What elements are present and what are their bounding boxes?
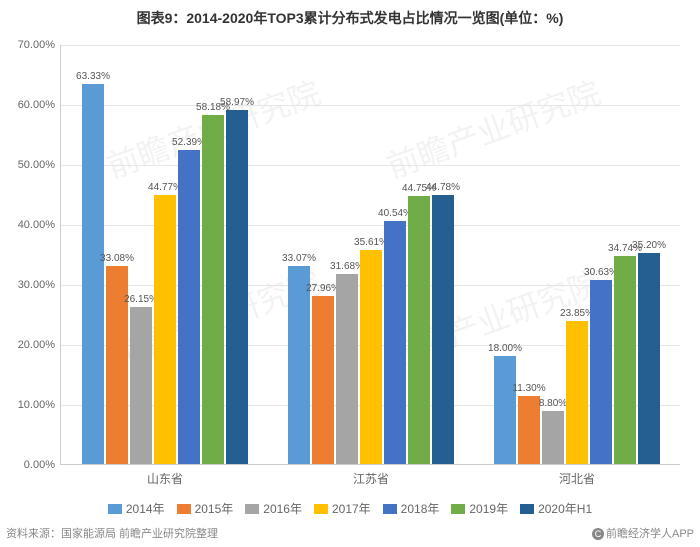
legend-item: 2016年 <box>245 500 302 517</box>
bar-value-label: 11.30% <box>512 383 545 396</box>
legend-swatch <box>177 504 191 514</box>
source-value: 国家能源局 前瞻产业研究院整理 <box>61 528 218 540</box>
chart-title: 图表9：2014-2020年TOP3累计分布式发电占比情况一览图(单位：%) <box>0 0 700 28</box>
y-tick-label: 0.00% <box>24 459 61 471</box>
legend-item: 2019年 <box>451 500 508 517</box>
legend-swatch <box>108 504 122 514</box>
legend-swatch <box>314 504 328 514</box>
bar: 18.00% <box>494 356 516 464</box>
plot-area: 前瞻产业研究院 前瞻产业研究院 前瞻产业研究院 前瞻产业研究院 0.00%10.… <box>60 45 680 465</box>
bar-value-label: 18.00% <box>488 343 522 356</box>
legend-item: 2014年 <box>108 500 165 517</box>
bar: 8.80% <box>542 411 564 464</box>
legend-label: 2020年H1 <box>538 502 592 516</box>
bar-value-label: 33.07% <box>282 253 316 266</box>
legend-swatch <box>383 504 397 514</box>
source-line: 资料来源：国家能源局 前瞻产业研究院整理 <box>6 525 218 541</box>
bar: 58.18% <box>202 115 224 464</box>
bar: 40.54% <box>384 221 406 464</box>
legend-item: 2015年 <box>177 500 234 517</box>
bar-value-label: 63.33% <box>76 71 110 84</box>
copyright-icon: C <box>592 528 604 540</box>
bar: 34.74% <box>614 256 636 464</box>
legend-label: 2014年 <box>126 502 165 516</box>
bar-value-label: 31.68% <box>330 261 364 274</box>
credit-line: C前瞻经济学人APP <box>592 525 694 541</box>
bar-value-label: 35.20% <box>632 240 666 253</box>
legend-swatch <box>245 504 259 514</box>
bar: 58.97% <box>226 110 248 464</box>
y-tick-label: 10.00% <box>18 399 61 411</box>
bar-value-label: 44.78% <box>426 182 460 195</box>
bar: 31.68% <box>336 274 358 464</box>
legend-swatch <box>451 504 465 514</box>
legend: 2014年 2015年 2016年 2017年 2018年 2019年 2020年H1 <box>0 500 700 517</box>
bar: 35.61% <box>360 250 382 464</box>
bar-value-label: 8.80% <box>539 398 567 411</box>
credit-label: 前瞻经济学人APP <box>606 528 694 540</box>
bar-value-label: 27.96% <box>306 283 340 296</box>
y-tick-label: 60.00% <box>18 99 61 111</box>
watermark: 前瞻产业研究院 <box>380 68 606 188</box>
y-tick-label: 70.00% <box>18 39 61 51</box>
bar-value-label: 58.97% <box>220 97 254 110</box>
gridline <box>61 105 680 106</box>
legend-label: 2019年 <box>469 502 508 516</box>
legend-label: 2015年 <box>195 502 234 516</box>
legend-item: 2020年H1 <box>520 500 592 517</box>
source-label: 资料来源： <box>6 528 61 540</box>
legend-label: 2016年 <box>263 502 302 516</box>
bar: 23.85% <box>566 321 588 464</box>
x-tick-label: 江苏省 <box>353 464 389 487</box>
legend-label: 2017年 <box>332 502 371 516</box>
x-tick-label: 河北省 <box>559 464 595 487</box>
y-tick-label: 40.00% <box>18 219 61 231</box>
legend-swatch <box>520 504 534 514</box>
bar: 35.20% <box>638 253 660 464</box>
y-tick-label: 20.00% <box>18 339 61 351</box>
bar: 11.30% <box>518 396 540 464</box>
bar: 27.96% <box>312 296 334 464</box>
bar-value-label: 26.15% <box>124 294 158 307</box>
bar: 30.63% <box>590 280 612 464</box>
gridline <box>61 165 680 166</box>
bar-value-label: 35.61% <box>354 237 388 250</box>
x-tick-label: 山东省 <box>147 464 183 487</box>
legend-label: 2018年 <box>401 502 440 516</box>
bar: 44.77% <box>154 195 176 464</box>
bar-value-label: 52.39% <box>172 137 206 150</box>
bar-value-label: 44.77% <box>148 182 182 195</box>
bar: 44.75% <box>408 196 430 465</box>
bar-value-label: 40.54% <box>378 208 412 221</box>
bar: 52.39% <box>178 150 200 464</box>
bar: 44.78% <box>432 195 454 464</box>
bar-value-label: 33.08% <box>100 253 134 266</box>
legend-item: 2017年 <box>314 500 371 517</box>
y-tick-label: 50.00% <box>18 159 61 171</box>
bar-value-label: 30.63% <box>584 267 618 280</box>
bar-value-label: 23.85% <box>560 308 594 321</box>
y-tick-label: 30.00% <box>18 279 61 291</box>
legend-item: 2018年 <box>383 500 440 517</box>
bar: 26.15% <box>130 307 152 464</box>
bar: 63.33% <box>82 84 104 464</box>
gridline <box>61 45 680 46</box>
chart-container: 图表9：2014-2020年TOP3累计分布式发电占比情况一览图(单位：%) 前… <box>0 0 700 547</box>
